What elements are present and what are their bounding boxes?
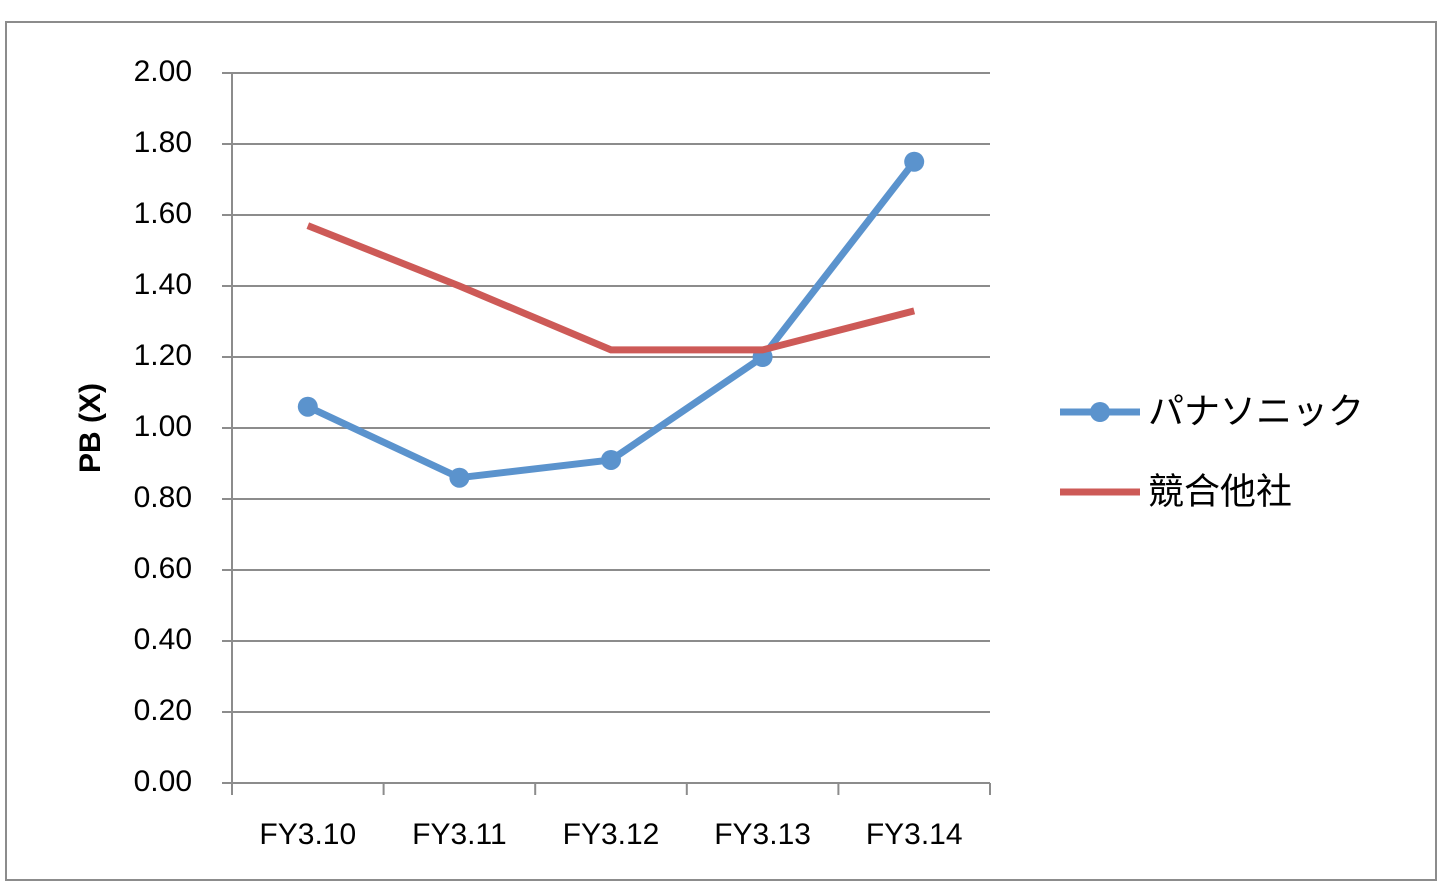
data-point [904, 151, 925, 172]
y-axis-title: PB (X) [74, 383, 107, 473]
y-tick-label: 0.20 [134, 694, 192, 727]
y-tick-label: 0.00 [134, 765, 192, 798]
legend-label: 競合他社 [1148, 471, 1292, 512]
y-tick-label: 0.60 [134, 552, 192, 585]
x-tick-label: FY3.14 [866, 818, 963, 851]
x-tick-label: FY3.10 [259, 818, 356, 851]
data-point [297, 396, 318, 417]
legend-marker [1090, 402, 1110, 422]
y-tick-label: 2.00 [134, 55, 192, 88]
series-line [306, 222, 916, 354]
y-tick-label: 1.40 [134, 268, 192, 301]
y-tick-label: 1.80 [134, 126, 192, 159]
x-tick-label: FY3.12 [563, 818, 660, 851]
data-point [449, 467, 470, 488]
y-tick-label: 1.00 [134, 410, 192, 443]
x-tick-label: FY3.13 [714, 818, 811, 851]
x-tick-label: FY3.11 [412, 818, 507, 851]
legend-label: パナソニック [1148, 391, 1364, 432]
data-point [601, 449, 621, 470]
y-tick-label: 0.40 [134, 623, 192, 656]
y-tick-label: 1.20 [134, 339, 192, 372]
y-tick-label: 1.60 [134, 197, 192, 230]
chart-border [5, 21, 1437, 881]
y-tick-label: 0.80 [134, 481, 192, 514]
